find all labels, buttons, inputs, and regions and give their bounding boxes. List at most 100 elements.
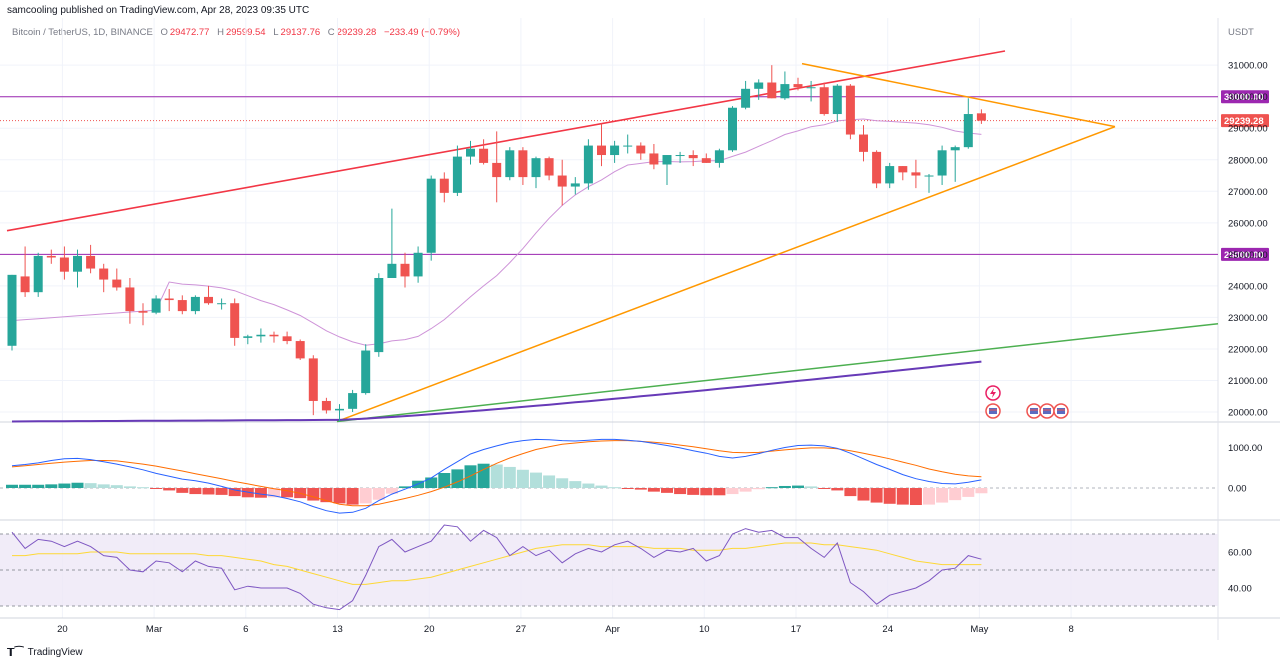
macd-histogram-bar: [962, 488, 975, 497]
candle: [86, 244, 96, 274]
candle-body: [33, 255, 43, 293]
y-tick-label: 26000.00: [1228, 218, 1268, 229]
macd-histogram-bar: [582, 483, 595, 488]
macd-histogram-bar: [831, 488, 844, 491]
macd-histogram-bar: [150, 488, 163, 489]
candle-body: [518, 150, 528, 178]
candle: [819, 82, 829, 116]
candle: [466, 140, 475, 165]
candle-body: [335, 408, 344, 411]
macd-histogram-bar: [556, 478, 569, 488]
candle: [295, 339, 305, 360]
tv-logo-icon: 𝗧⁀: [7, 647, 24, 659]
candle-body: [321, 400, 331, 411]
published-info: samcooling published on TradingView.com,…: [7, 5, 310, 16]
candle-body: [112, 279, 122, 288]
candle-body: [531, 158, 541, 178]
x-tick-label: 6: [243, 624, 248, 635]
candle-body: [701, 158, 711, 163]
candle-body: [741, 88, 751, 108]
level-label: 30000.00: [1224, 92, 1264, 103]
macd-histogram-bar: [45, 484, 58, 488]
candle: [531, 156, 541, 189]
candle: [937, 145, 947, 185]
tradingview-logo[interactable]: 𝗧⁀ TradingView: [7, 646, 83, 659]
chart-icons[interactable]: [985, 385, 1069, 419]
candle: [151, 295, 161, 315]
upper-trendline: [6, 50, 1006, 232]
candle: [256, 328, 266, 343]
candle-body: [466, 148, 475, 157]
candle: [204, 285, 213, 305]
macd-histogram-bar: [713, 488, 726, 496]
candle: [361, 344, 371, 395]
candle: [662, 155, 672, 185]
candle: [308, 355, 318, 416]
candle-body: [832, 85, 842, 115]
candle: [544, 156, 554, 181]
candle: [950, 145, 960, 182]
candle-body: [217, 303, 227, 305]
rsi-ma-line: [12, 542, 982, 585]
candle: [885, 162, 895, 189]
candle: [125, 277, 135, 324]
macd-histogram-bar: [163, 488, 176, 491]
y-tick-label: 29000.00: [1228, 124, 1268, 135]
candle-body: [243, 336, 253, 338]
candle: [59, 246, 69, 280]
macd-histogram-bar: [949, 488, 962, 501]
candle-body: [190, 296, 200, 312]
candles[interactable]: [7, 65, 986, 422]
macd-histogram-bar: [857, 488, 870, 501]
candle-body: [164, 298, 174, 301]
macd-histogram-bar: [765, 487, 778, 489]
candle: [806, 80, 816, 102]
candle: [348, 389, 358, 412]
candle-body: [177, 300, 187, 312]
open-label: O: [160, 27, 168, 38]
macd-y-tick-label: 1000.00: [1228, 443, 1262, 454]
macd-histogram-bar: [909, 488, 922, 506]
candle-body: [688, 155, 698, 159]
triangle-lower-line: [336, 125, 1116, 423]
candle: [924, 173, 934, 193]
candle-body: [46, 255, 56, 258]
macd-histogram-bar: [241, 488, 254, 498]
macd-histogram-bar: [71, 482, 84, 488]
macd-histogram-bar: [752, 488, 765, 490]
candle: [374, 273, 384, 357]
last-price-label-bg: [1221, 114, 1269, 128]
y-tick-label: 25000.00: [1228, 250, 1268, 261]
y-tick-label: 22000.00: [1228, 344, 1268, 355]
candle-body: [256, 334, 266, 337]
low-value: 29137.76: [280, 27, 321, 38]
macd-histogram-bar: [569, 481, 582, 488]
candle-body: [845, 85, 855, 135]
macd-histogram-bar: [595, 485, 608, 488]
macd-histogram-bar: [359, 488, 372, 504]
ma20-line: [11, 118, 982, 346]
macd-histogram-bar: [333, 488, 346, 504]
candle: [793, 77, 803, 91]
candle: [479, 139, 489, 165]
candle-body: [872, 151, 882, 184]
macd-histogram-bar: [726, 488, 739, 495]
candle: [832, 84, 842, 122]
y-tick-label: 27000.00: [1228, 187, 1268, 198]
macd-histogram-bar: [975, 488, 988, 494]
macd-histogram-bar: [84, 483, 97, 488]
macd-y-tick-label: 0.00: [1228, 484, 1247, 495]
last-price-label: 29239.28: [1224, 116, 1264, 127]
candle-body: [439, 178, 449, 193]
candle-body: [898, 166, 908, 173]
macd-histogram-bar: [805, 486, 818, 488]
macd-histogram-bar: [634, 488, 647, 490]
candle-body: [610, 145, 620, 156]
macd-histogram-bar: [385, 488, 398, 494]
candle-body: [361, 350, 371, 394]
candle-body: [73, 255, 82, 272]
candle-body: [976, 113, 986, 121]
macd-histogram-bar: [202, 488, 215, 495]
candle: [217, 298, 227, 310]
